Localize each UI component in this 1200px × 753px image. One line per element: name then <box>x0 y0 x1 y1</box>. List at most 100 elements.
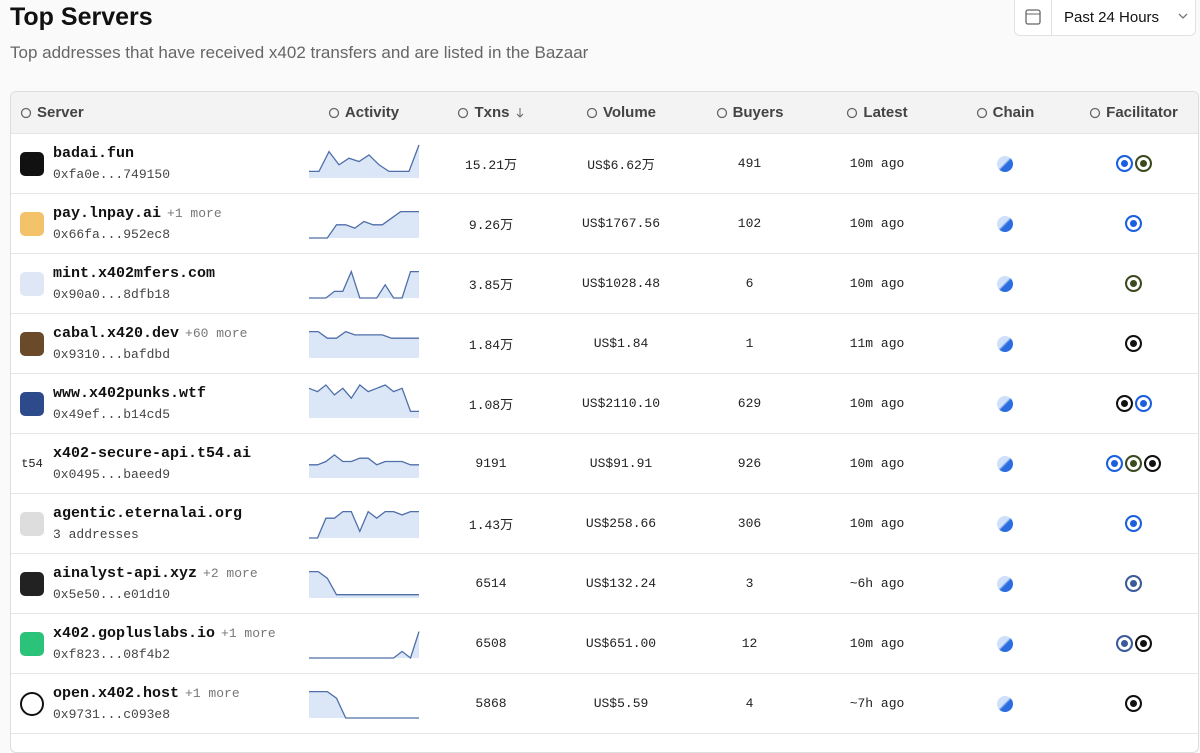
facilitator-icon <box>1125 695 1142 712</box>
server-text: x402.gopluslabs.io +1 more 0xf823...08f4b2 <box>53 625 276 662</box>
chain-cell <box>941 215 1069 232</box>
server-row[interactable]: www.x402punks.wtf 0x49ef...b14cd5 1.08万 US$… <box>11 374 1198 434</box>
server-text: ainalyst-api.xyz +2 more 0x5e50...e01d10 <box>53 565 258 602</box>
server-cell: www.x402punks.wtf 0x49ef...b14cd5 <box>11 385 301 422</box>
column-header[interactable]: Txns <box>426 104 556 121</box>
chain-icon <box>997 635 1013 652</box>
txns-cell: 6508 <box>475 636 507 651</box>
server-logo <box>20 271 44 296</box>
facilitator-cell <box>1069 635 1198 652</box>
buyers-cell: 629 <box>737 396 762 411</box>
chain-icon <box>997 215 1013 232</box>
server-address: 0xfa0e...749150 <box>53 167 171 182</box>
facilitator-cell <box>1069 515 1198 532</box>
page: Top Servers Top addresses that have rece… <box>10 0 1199 753</box>
server-text: www.x402punks.wtf 0x49ef...b14cd5 <box>53 385 206 422</box>
server-line: pay.lnpay.ai +1 more <box>53 205 222 222</box>
facilitator-cell <box>1069 215 1198 232</box>
more-count: +60 more <box>185 326 248 341</box>
server-name: x402.gopluslabs.io <box>53 625 216 642</box>
chain-cell <box>941 575 1069 592</box>
activity-cell <box>301 202 426 246</box>
facilitator-cell <box>1069 155 1198 172</box>
server-row[interactable]: agentic.eternalai.org 3 addresses 1.43万 US$… <box>11 494 1198 554</box>
txns-cell: 1.43万 <box>468 518 514 533</box>
icon-shape <box>328 107 340 118</box>
column-header: Facilitator <box>1069 104 1198 121</box>
chain-cell <box>941 275 1069 292</box>
server-cell: agentic.eternalai.org 3 addresses <box>11 505 301 542</box>
server-logo: t54 <box>20 451 44 476</box>
chain-icon <box>997 275 1013 292</box>
server-text: badai.fun 0xfa0e...749150 <box>53 145 170 182</box>
chain-cell <box>941 395 1069 412</box>
sparkline-area <box>308 454 419 478</box>
server-line: x402.gopluslabs.io +1 more <box>53 625 276 642</box>
sparkline-line <box>308 453 419 466</box>
column-label: Activity <box>344 104 400 121</box>
server-cell: x402.gopluslabs.io +1 more 0xf823...08f4b2 <box>11 625 301 662</box>
sparkline-line <box>308 144 420 172</box>
server-row[interactable]: pay.lnpay.ai +1 more 0x66fa...952ec8 9.26万 U… <box>11 194 1198 254</box>
chain-icon <box>997 515 1013 532</box>
sparkline-line <box>308 383 419 412</box>
column-icon <box>586 107 598 118</box>
server-row[interactable]: mint.x402mfers.com 0x90a0...8dfb18 3.85万 US… <box>11 254 1198 314</box>
buyers-cell: 12 <box>741 636 758 651</box>
icon-shape <box>586 107 598 118</box>
server-address: 0x66fa...952ec8 <box>53 227 171 242</box>
activity-cell <box>301 442 426 486</box>
server-address: 0x9310...bafdbd <box>53 347 171 362</box>
facilitator-icon <box>1125 455 1142 472</box>
more-count: +1 more <box>221 626 276 641</box>
latest-cell: ~7h ago <box>849 696 905 711</box>
server-logo <box>20 211 44 236</box>
sparkline <box>308 510 419 539</box>
facilitator-cell <box>1069 695 1198 712</box>
column-header[interactable]: Server <box>11 104 301 121</box>
txns-cell: 1.84万 <box>468 338 514 353</box>
buyers-cell: 4 <box>745 696 754 711</box>
latest-cell: 10m ago <box>849 216 905 231</box>
txns-cell: 15.21万 <box>464 158 517 173</box>
sparkline-line <box>308 330 419 339</box>
column-icon <box>328 107 340 118</box>
chain-cell <box>941 635 1069 652</box>
server-cell: badai.fun 0xfa0e...749150 <box>11 145 301 182</box>
sparkline <box>308 570 419 598</box>
server-address: 3 addresses <box>53 527 139 542</box>
page-subtitle: Top addresses that have received x402 tr… <box>10 43 589 62</box>
server-row[interactable]: x402.gopluslabs.io +1 more 0xf823...08f4b2… <box>11 614 1198 674</box>
server-row[interactable]: cabal.x420.dev +60 more 0x9310...bafdbd 1.8… <box>11 314 1198 374</box>
server-row[interactable]: ainalyst-api.xyz +2 more 0x5e50...e01d10 65… <box>11 554 1198 614</box>
facilitator-cell <box>1069 275 1198 292</box>
icon-shape <box>20 107 32 118</box>
txns-cell: 9191 <box>475 456 507 471</box>
column-label: Buyers <box>732 104 784 121</box>
server-address: 0x90a0...8dfb18 <box>53 287 171 302</box>
server-cell: t54 x402-secure-api.t54.ai 0x0495...baeed9 <box>11 445 301 482</box>
server-row[interactable]: t54 x402-secure-api.t54.ai 0x0495...baeed9… <box>11 434 1198 494</box>
latest-cell: 10m ago <box>849 456 905 471</box>
sparkline-line <box>308 510 419 539</box>
sparkline-line <box>308 210 419 239</box>
server-line: cabal.x420.dev +60 more <box>53 325 247 342</box>
server-row[interactable]: badai.fun 0xfa0e...749150 15.21万 US$6.62万 49… <box>11 134 1198 194</box>
time-range-select[interactable]: Past 24 Hours <box>1014 0 1196 36</box>
server-cell: cabal.x420.dev +60 more 0x9310...bafdbd <box>11 325 301 362</box>
server-logo <box>20 571 44 596</box>
icon-shape <box>847 107 858 118</box>
latest-cell: 10m ago <box>849 636 905 651</box>
facilitator-icon <box>1106 455 1123 472</box>
column-label: Volume <box>602 104 657 121</box>
facilitator-cell <box>1069 395 1198 412</box>
server-logo <box>20 511 44 536</box>
buyers-cell: 491 <box>737 156 762 171</box>
server-row[interactable]: open.x402.host +1 more 0x9731...c093e8 5868… <box>11 674 1198 734</box>
sparkline-line <box>308 570 419 595</box>
sort-arrow <box>516 107 523 118</box>
server-line: open.x402.host +1 more <box>53 685 240 702</box>
facilitator-icon <box>1134 155 1152 172</box>
facilitator-icon <box>1125 575 1142 592</box>
server-cell: mint.x402mfers.com 0x90a0...8dfb18 <box>11 265 301 302</box>
